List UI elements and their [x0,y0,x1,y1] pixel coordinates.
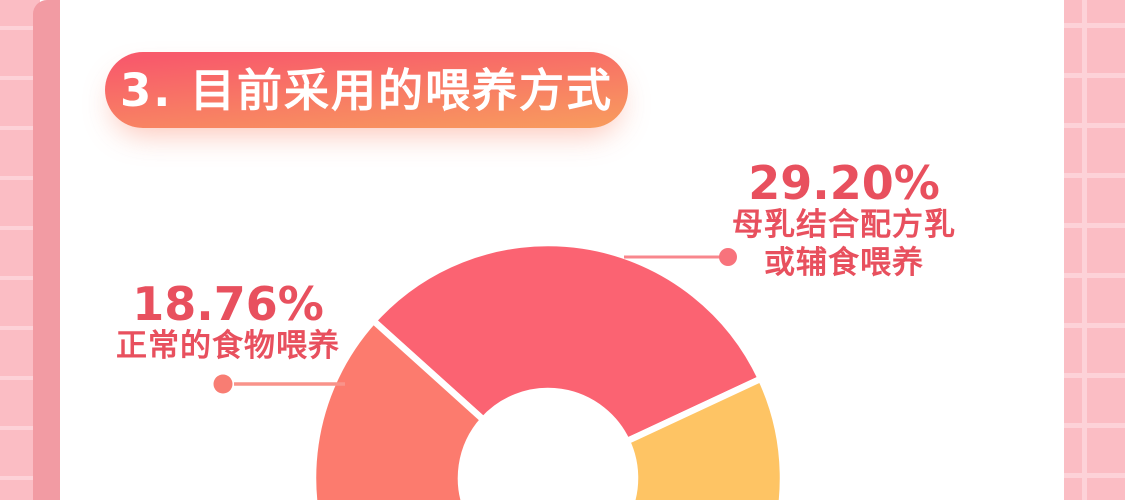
donut-segment [370,239,765,445]
callout-normal-food: 18.76% 正常的食物喂养 [93,281,363,366]
leader-dot-right [719,248,737,266]
callout-value: 29.20% [748,156,940,210]
section-title: 3. 目前采用的喂养方式 [119,63,614,117]
section-title-badge: 3. 目前采用的喂养方式 [105,52,628,128]
right-grid-panel [1064,0,1125,500]
callout-label-line2: 或辅食喂养 [764,244,924,281]
rose-accent-strip [33,0,60,500]
callout-breastmilk-formula: 29.20% 母乳结合配方乳 或辅食喂养 [705,160,983,283]
donut-segments [309,239,787,500]
callout-label-line1: 母乳结合配方乳 [732,206,956,243]
callout-value: 18.76% [132,277,324,331]
leader-dot-left [213,374,233,394]
callout-label: 正常的食物喂养 [116,327,340,364]
donut-segment [309,317,487,500]
donut-segment [623,375,787,500]
